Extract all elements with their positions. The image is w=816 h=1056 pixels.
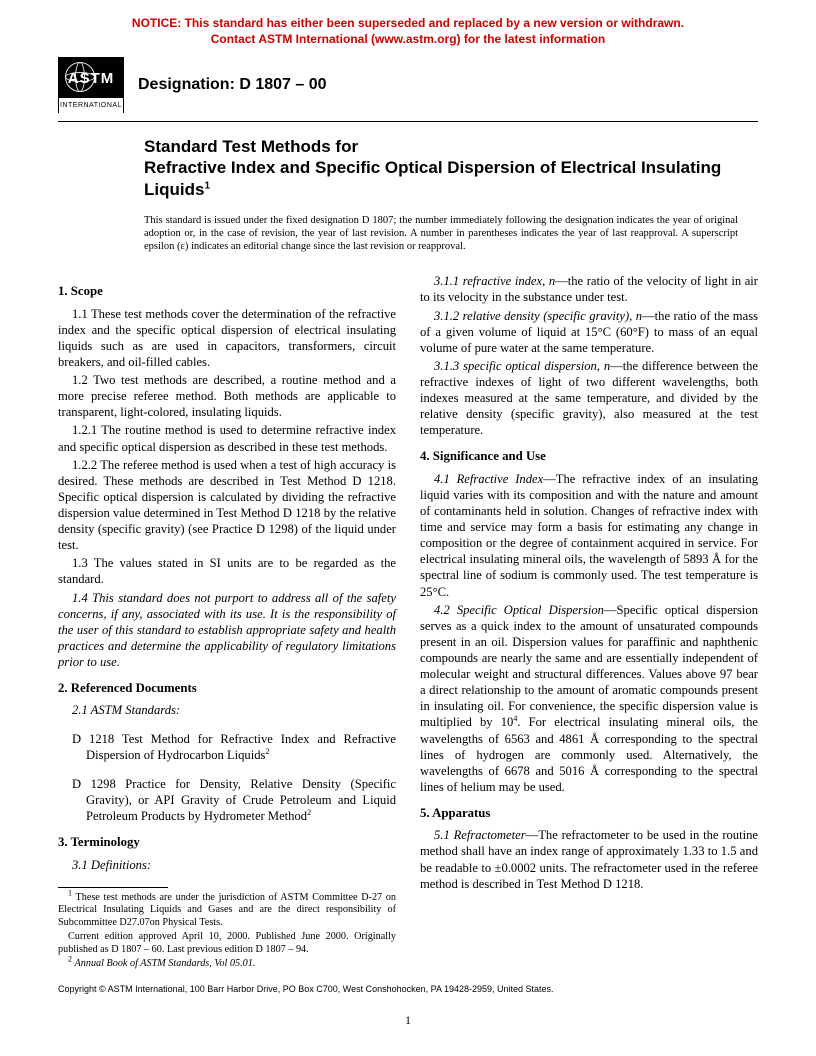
page: NOTICE: This standard has either been su… — [0, 0, 816, 1056]
logo-top-text: ASTM — [68, 69, 115, 88]
header-underline — [58, 121, 758, 122]
def-3-1-2: 3.1.2 relative density (specific gravity… — [420, 308, 758, 356]
section-5-heading: 5. Apparatus — [420, 805, 758, 821]
para-1-2: 1.2 Two test methods are described, a ro… — [58, 372, 396, 420]
standard-issuance-note: This standard is issued under the fixed … — [144, 214, 738, 253]
para-1-2-2: 1.2.2 The referee method is used when a … — [58, 457, 396, 554]
document-title: Standard Test Methods for Refractive Ind… — [144, 136, 758, 200]
body-columns: 1. Scope 1.1 These test methods cover th… — [58, 273, 758, 970]
para-1-1: 1.1 These test methods cover the determi… — [58, 306, 396, 370]
footnote-1b: Current edition approved April 10, 2000.… — [58, 931, 396, 956]
para-2-1: 2.1 ASTM Standards: — [58, 702, 396, 718]
ref-d1218: D 1218 Test Method for Refractive Index … — [72, 731, 396, 763]
title-footnote-ref: 1 — [204, 180, 210, 191]
para-4-2: 4.2 Specific Optical Dispersion—Specific… — [420, 602, 758, 795]
para-4-1: 4.1 Refractive Index—The refractive inde… — [420, 471, 758, 600]
designation: Designation: D 1807 – 00 — [138, 75, 327, 95]
para-3-1: 3.1 Definitions: — [58, 857, 396, 873]
footnote-rule — [58, 887, 168, 888]
footnote-2: 2 Annual Book of ASTM Standards, Vol 05.… — [58, 958, 396, 970]
section-3-heading: 3. Terminology — [58, 834, 396, 850]
section-1-heading: 1. Scope — [58, 283, 396, 299]
header-row: ASTM INTERNATIONAL Designation: D 1807 –… — [58, 57, 758, 113]
para-1-3: 1.3 The values stated in SI units are to… — [58, 555, 396, 587]
copyright-line: Copyright © ASTM International, 100 Barr… — [58, 984, 758, 996]
ref-d1298: D 1298 Practice for Density, Relative De… — [72, 776, 396, 824]
def-3-1-1: 3.1.1 refractive index, n—the ratio of t… — [420, 273, 758, 305]
para-5-1: 5.1 Refractometer—The refractometer to b… — [420, 827, 758, 891]
footnotes-block: 1 These test methods are under the juris… — [58, 887, 396, 971]
notice-line-1: NOTICE: This standard has either been su… — [132, 16, 684, 30]
title-prefix: Standard Test Methods for — [144, 137, 358, 156]
para-1-4-safety: 1.4 This standard does not purport to ad… — [58, 590, 396, 671]
section-2-heading: 2. Referenced Documents — [58, 680, 396, 696]
astm-logo: ASTM INTERNATIONAL — [58, 57, 124, 113]
title-main: Refractive Index and Specific Optical Di… — [144, 158, 721, 198]
notice-line-2: Contact ASTM International (www.astm.org… — [211, 32, 605, 46]
section-4-heading: 4. Significance and Use — [420, 448, 758, 464]
logo-bottom-text: INTERNATIONAL — [59, 98, 123, 113]
notice-banner: NOTICE: This standard has either been su… — [58, 16, 758, 47]
footnote-1: 1 These test methods are under the juris… — [58, 892, 396, 929]
def-3-1-3: 3.1.3 specific optical dispersion, n—the… — [420, 358, 758, 439]
para-1-2-1: 1.2.1 The routine method is used to dete… — [58, 422, 396, 454]
page-number: 1 — [0, 1013, 816, 1028]
